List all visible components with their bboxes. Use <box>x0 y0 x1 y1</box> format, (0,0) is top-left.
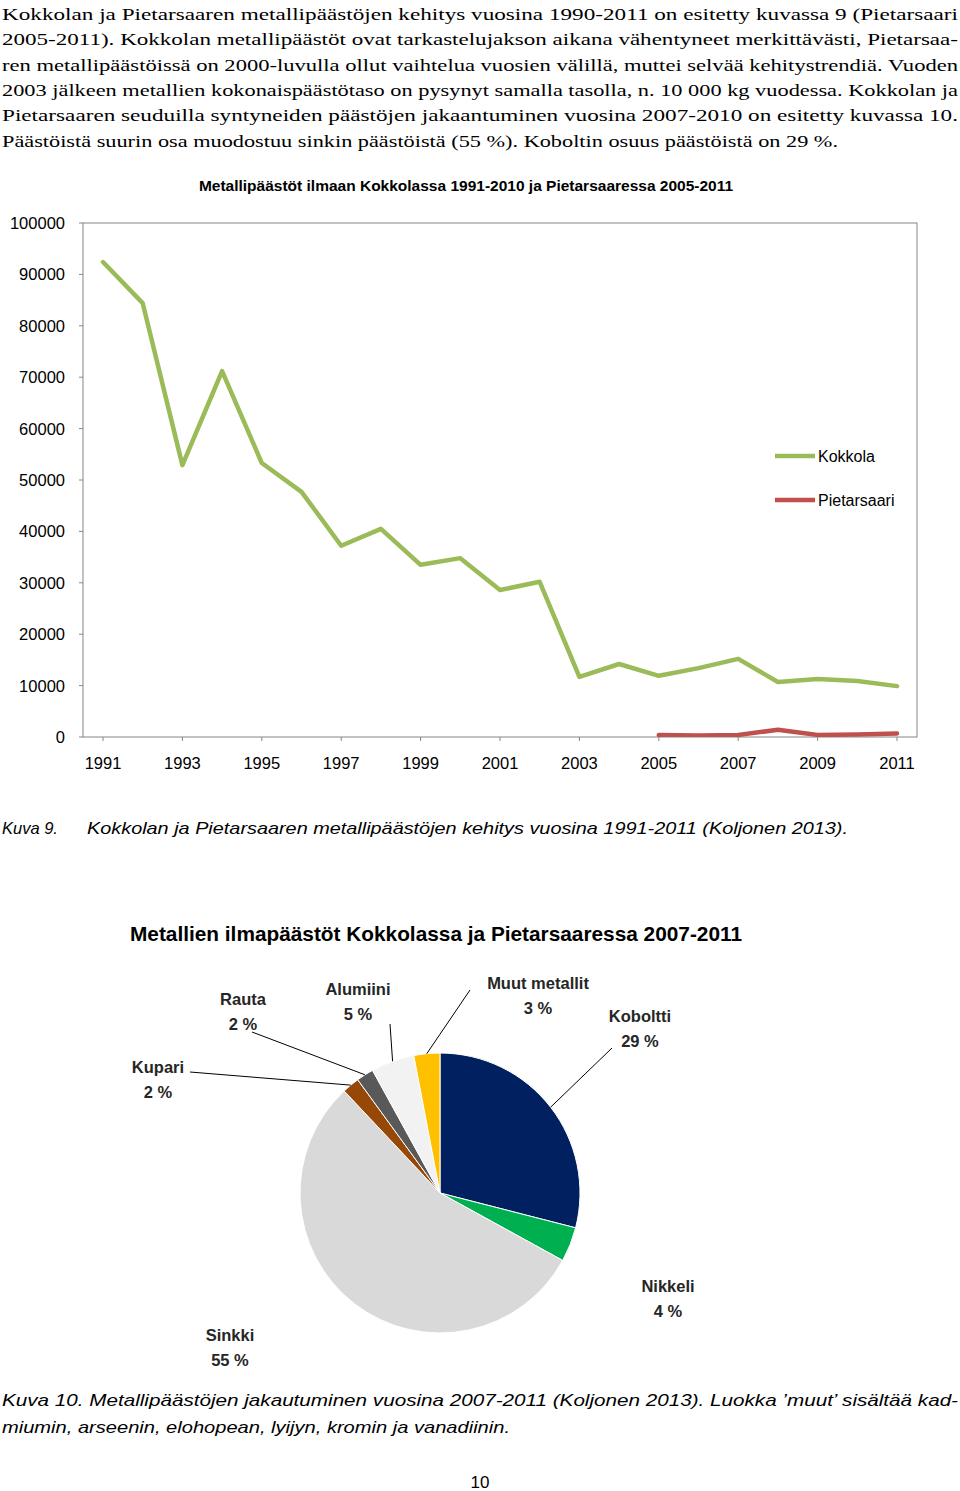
body-line: ren metallipäästöissä on 2000-luvulla ol… <box>2 55 958 75</box>
x-tick <box>658 737 659 741</box>
y-tick-label: 20000 <box>19 625 65 643</box>
leader-line <box>190 1072 351 1085</box>
leader-line <box>551 1048 612 1107</box>
y-tick <box>79 274 83 275</box>
x-tick <box>420 737 421 741</box>
pie-value-label: 29 % <box>621 1032 659 1050</box>
pie-value-label: 3 % <box>524 999 553 1017</box>
x-tick <box>579 737 580 741</box>
body-line: 2003 jälkeen metallien kokonaispäästötas… <box>2 80 958 100</box>
x-tick <box>897 737 898 741</box>
y-tick-label: 30000 <box>19 574 65 592</box>
legend-label: Pietarsaari <box>818 492 894 509</box>
x-tick-label: 2003 <box>561 754 598 772</box>
body-line: Kokkolan ja Pietarsaaren metallipäästöje… <box>2 4 958 24</box>
page-background <box>0 0 960 1491</box>
pie-chart: Metallien ilmapäästöt Kokkolassa ja Piet… <box>130 922 742 1369</box>
legend-swatch <box>775 454 815 459</box>
y-tick-label: 80000 <box>19 317 65 335</box>
legend-swatch <box>775 498 815 503</box>
pie-value-label: 4 % <box>654 1302 683 1320</box>
x-tick <box>261 737 262 741</box>
y-tick <box>79 531 83 532</box>
y-tick-label: 70000 <box>19 368 65 386</box>
y-tick <box>79 377 83 378</box>
caption-text: Kokkolan ja Pietarsaaren metallipäästöje… <box>87 819 848 837</box>
y-tick <box>79 685 83 686</box>
y-tick-label: 50000 <box>19 471 65 489</box>
x-tick <box>817 737 818 741</box>
y-tick-label: 0 <box>56 728 65 746</box>
x-tick-label: 2009 <box>799 754 836 772</box>
page-number: 10 <box>471 1473 490 1491</box>
pie-category-label: Koboltti <box>609 1007 671 1025</box>
chart-title: Metallipäästöt ilmaan Kokkolassa 1991-20… <box>199 177 734 194</box>
y-tick <box>79 428 83 429</box>
x-tick-label: 1997 <box>323 754 360 772</box>
x-tick-label: 1999 <box>402 754 439 772</box>
pie-value-label: 5 % <box>344 1005 373 1023</box>
x-tick-label: 2001 <box>482 754 519 772</box>
leader-line <box>252 1032 365 1075</box>
caption-line: miumin, arseenin, elohopean, lyijyn, kro… <box>2 1418 510 1436</box>
x-tick-label: 1993 <box>164 754 201 772</box>
pie-slice <box>414 1053 440 1193</box>
y-tick-label: 90000 <box>19 265 65 283</box>
y-tick-label: 100000 <box>10 214 65 232</box>
pie-category-label: Alumiini <box>325 980 390 998</box>
body-line: 2005-2011). Kokkolan metallipäästöt ovat… <box>2 29 958 49</box>
pie-category-label: Sinkki <box>206 1326 255 1344</box>
x-tick <box>182 737 183 741</box>
legend-label: Kokkola <box>818 448 875 465</box>
body-line: Päästöistä suurin osa muodostuu sinkin p… <box>2 131 838 151</box>
pie-value-label: 2 % <box>144 1083 173 1101</box>
leader-line <box>427 990 470 1054</box>
x-tick-label: 2005 <box>640 754 677 772</box>
pie-category-label: Kupari <box>132 1058 184 1076</box>
y-tick <box>79 480 83 481</box>
x-tick-label: 2007 <box>720 754 757 772</box>
y-tick <box>79 737 83 738</box>
y-tick-label: 60000 <box>19 420 65 438</box>
series-line <box>103 262 897 686</box>
y-tick-label: 40000 <box>19 522 65 540</box>
pie-category-label: Rauta <box>220 990 267 1008</box>
plot-area <box>103 262 897 735</box>
x-tick <box>103 737 104 741</box>
leader-line <box>390 1024 393 1061</box>
caption-label: Kuva 9. <box>2 819 58 837</box>
y-tick <box>79 582 83 583</box>
plot-frame <box>83 223 917 737</box>
pie-value-label: 2 % <box>229 1015 258 1033</box>
x-tick <box>500 737 501 741</box>
pie-labels: Koboltti 29 % Nikkeli 4 % Sinkki 55 % Kupari 2 … <box>132 974 695 1369</box>
pie-category-label: Nikkeli <box>641 1277 694 1295</box>
pie-category-label: Muut metallit <box>487 974 589 992</box>
y-tick <box>79 325 83 326</box>
y-tick <box>79 223 83 224</box>
caption-line: Kuva 10. Metallipäästöjen jakautuminen v… <box>2 1391 959 1409</box>
line-chart: Metallipäästöt ilmaan Kokkolassa 1991-20… <box>10 177 917 772</box>
chart-title: Metallien ilmapäästöt Kokkolassa ja Piet… <box>130 922 742 945</box>
pie-value-label: 55 % <box>211 1351 249 1369</box>
x-tick <box>341 737 342 741</box>
x-tick-label: 1991 <box>85 754 122 772</box>
body-line: Pietarsaaren seuduilla syntyneiden pääst… <box>2 105 958 125</box>
y-tick-label: 10000 <box>19 677 65 695</box>
y-tick <box>79 634 83 635</box>
x-tick-label: 2011 <box>879 754 914 772</box>
x-tick-label: 1995 <box>243 754 280 772</box>
x-tick <box>738 737 739 741</box>
page: Kokkolan ja Pietarsaaren metallipäästöje… <box>0 0 960 1491</box>
series-line <box>659 730 897 736</box>
